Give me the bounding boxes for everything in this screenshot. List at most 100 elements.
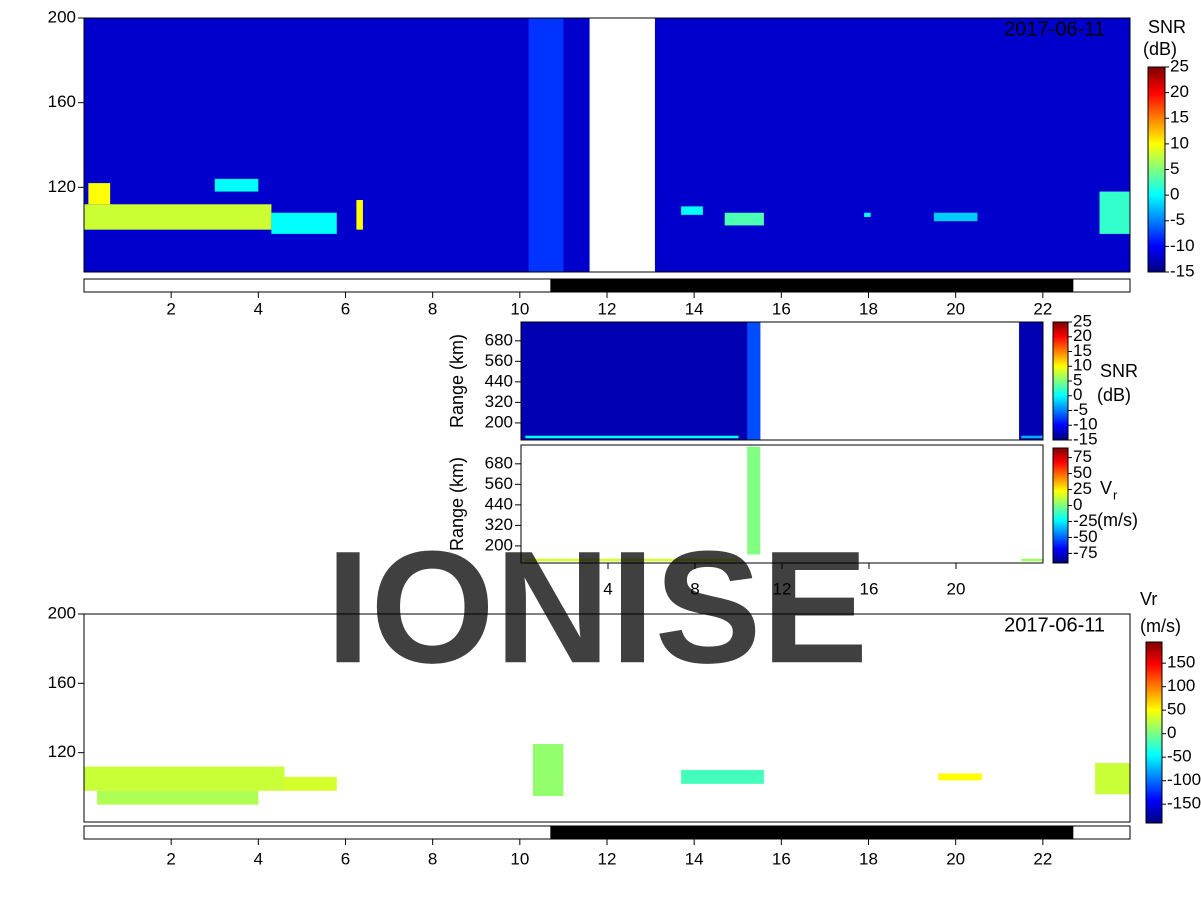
y-tick-label: 440 — [485, 494, 513, 513]
x-tick-label: 10 — [510, 299, 529, 318]
colorbar-tick-label: 20 — [1073, 326, 1092, 345]
colorbar-tick-label: 25 — [1073, 479, 1092, 498]
colorbar-title: (dB) — [1097, 385, 1131, 405]
colorbar-tick-label: -75 — [1073, 543, 1098, 562]
heatmap-cell — [271, 212, 337, 234]
colorbar-tick-label: -5 — [1170, 210, 1185, 229]
x-tick-label: 8 — [428, 299, 437, 318]
heatmap-cell — [88, 183, 111, 205]
colorbar-tick-label: 50 — [1167, 700, 1186, 719]
heatmap-cell — [1021, 435, 1043, 439]
heatmap-cell — [938, 773, 982, 781]
y-tick-label: 680 — [485, 453, 513, 472]
colorbar-tick-label: 25 — [1170, 56, 1189, 75]
heatmap-cell — [1095, 763, 1130, 795]
y-tick-label: 680 — [485, 330, 513, 349]
colorbar-title: (dB) — [1143, 39, 1177, 59]
x-tick-label: 10 — [510, 849, 529, 868]
colorbar-title: (m/s) — [1097, 510, 1138, 530]
heatmap-cell — [747, 322, 761, 440]
date-label: 2017-06-11 — [1004, 614, 1105, 636]
colorbar-tick-label: -10 — [1073, 415, 1098, 434]
colorbar-tick-label: -50 — [1073, 527, 1098, 546]
colorbar-tick-label: 0 — [1167, 723, 1176, 742]
colorbar-tick-label: 100 — [1167, 676, 1195, 695]
heatmap-cell — [214, 178, 259, 192]
y-tick-label: 200 — [48, 603, 76, 622]
x-tick-label: 18 — [859, 849, 878, 868]
heatmap-cell — [864, 212, 871, 217]
heatmap-cell — [1019, 322, 1043, 440]
colorbar — [1052, 321, 1069, 441]
heatmap-cell — [356, 200, 363, 230]
heatmap-cell — [284, 776, 337, 791]
y-tick-label: 200 — [485, 412, 513, 431]
colorbar-tick-label: -15 — [1073, 429, 1098, 448]
y-tick-label: 120 — [48, 177, 76, 196]
heatmap-cell — [84, 204, 272, 230]
y-tick-label: 560 — [485, 351, 513, 370]
colorbar — [1052, 447, 1069, 564]
night-bar — [550, 826, 1074, 839]
x-tick-label: 8 — [428, 849, 437, 868]
colorbar-title: V — [1100, 478, 1112, 498]
colorbar — [1145, 641, 1163, 824]
x-tick-label: 16 — [772, 299, 791, 318]
heatmap-cell — [521, 322, 761, 440]
colorbar-tick-label: 15 — [1073, 341, 1092, 360]
x-tick-label: 22 — [1033, 849, 1052, 868]
y-axis-label: Range (km) — [447, 334, 467, 428]
date-label: 2017-06-11 — [1004, 18, 1105, 40]
colorbar-tick-label: 5 — [1170, 159, 1179, 178]
y-tick-label: 440 — [485, 371, 513, 390]
x-tick-label: 8 — [690, 579, 699, 598]
y-tick-label: 160 — [48, 673, 76, 692]
colorbar-tick-label: 50 — [1073, 463, 1092, 482]
x-tick-label: 22 — [1033, 299, 1052, 318]
colorbar-tick-label: 0 — [1170, 185, 1179, 204]
colorbar-tick-label: -50 — [1167, 747, 1192, 766]
heatmap-cell — [1099, 191, 1130, 234]
x-tick-label: 14 — [685, 299, 704, 318]
colorbar-tick-label: 0 — [1073, 385, 1082, 404]
plot-frame — [83, 17, 1131, 273]
heatmap-cell — [1021, 558, 1043, 562]
colorbar-tick-label: -150 — [1167, 794, 1201, 813]
colorbar-title: Vr — [1140, 589, 1157, 609]
y-tick-label: 560 — [485, 474, 513, 493]
heatmap-cell — [525, 558, 739, 562]
heatmap-cell — [681, 770, 764, 784]
y-axis-label: Range (km) — [447, 457, 467, 551]
x-tick-label: 4 — [254, 849, 263, 868]
colorbar-tick-label: -15 — [1170, 261, 1195, 280]
y-tick-label: 120 — [48, 742, 76, 761]
heatmap-cell — [532, 744, 564, 796]
colorbar-title: SNR — [1100, 361, 1138, 381]
heatmap-cell — [681, 206, 703, 215]
x-tick-label: 4 — [603, 579, 612, 598]
colorbar-tick-label: 5 — [1073, 370, 1082, 389]
x-tick-label: 20 — [946, 299, 965, 318]
x-tick-label: 20 — [946, 849, 965, 868]
heatmap-cell — [654, 18, 1130, 272]
y-tick-label: 200 — [485, 535, 513, 554]
plot-frame — [83, 613, 1131, 823]
colorbar — [1147, 66, 1166, 273]
watermark: IONISE — [326, 517, 868, 696]
colorbar-tick-label: 15 — [1170, 108, 1189, 127]
heatmap-cell — [97, 790, 259, 805]
x-tick-label: 14 — [685, 849, 704, 868]
x-tick-label: 20 — [947, 579, 966, 598]
colorbar-tick-label: 20 — [1170, 82, 1189, 101]
colorbar-tick-label: -10 — [1170, 236, 1195, 255]
heatmap-cell — [528, 18, 564, 272]
y-tick-label: 160 — [48, 92, 76, 111]
colorbar-title: SNR — [1148, 17, 1186, 37]
x-tick-label: 12 — [598, 849, 617, 868]
colorbar-tick-label: 0 — [1073, 495, 1082, 514]
heatmap-cell — [747, 446, 761, 555]
plot-frame — [520, 321, 1044, 441]
x-tick-label: 12 — [598, 299, 617, 318]
x-tick-label: 6 — [341, 299, 350, 318]
